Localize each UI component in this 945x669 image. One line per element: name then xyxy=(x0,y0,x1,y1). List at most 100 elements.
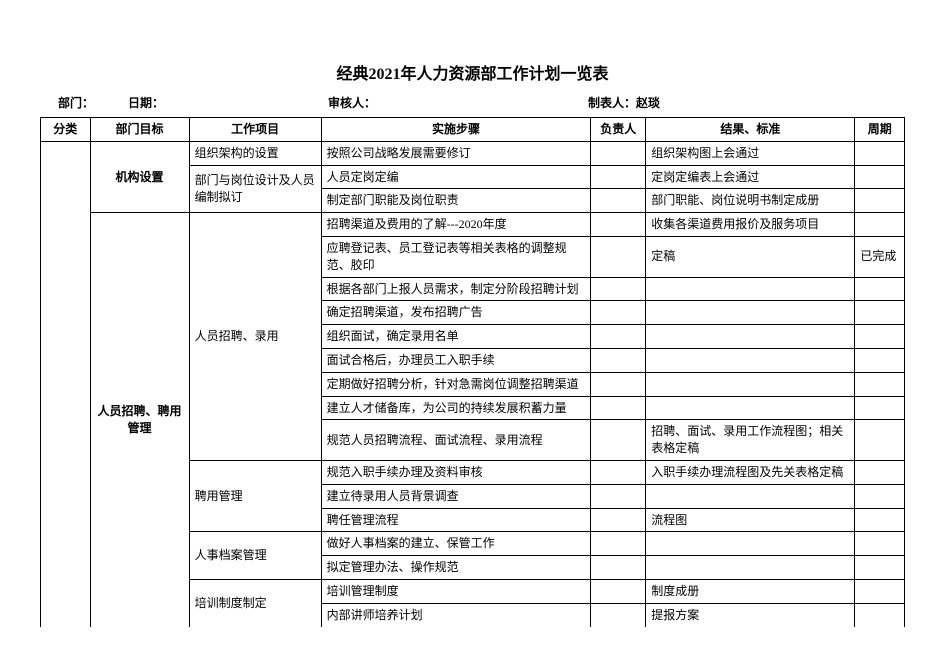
maker-label: 制表人：赵琰 xyxy=(588,94,905,111)
step-cell: 按照公司战略发展需要修订 xyxy=(321,141,591,165)
result-cell: 流程图 xyxy=(646,508,855,532)
step-cell: 拟定管理办法、操作规范 xyxy=(321,556,591,580)
owner-cell xyxy=(591,189,646,213)
step-cell: 规范人员招聘流程、面试流程、录用流程 xyxy=(321,420,591,461)
result-cell: 定稿 xyxy=(646,236,855,277)
cycle-cell xyxy=(855,372,905,396)
step-cell: 组织面试，确定录用名单 xyxy=(321,325,591,349)
owner-cell xyxy=(591,325,646,349)
result-cell: 组织架构图上会通过 xyxy=(646,141,855,165)
date-label: 日期： xyxy=(128,94,328,111)
dept-label: 部门： xyxy=(58,94,128,111)
header-row: 分类 部门目标 工作项目 实施步骤 负责人 结果、标准 周期 xyxy=(41,118,905,142)
result-cell: 定岗定编表上会通过 xyxy=(646,165,855,189)
step-cell: 应聘登记表、员工登记表等相关表格的调整规范、胶印 xyxy=(321,236,591,277)
owner-cell xyxy=(591,603,646,626)
owner-cell xyxy=(591,396,646,420)
step-cell: 人员定岗定编 xyxy=(321,165,591,189)
result-cell xyxy=(646,325,855,349)
col-owner: 负责人 xyxy=(591,118,646,142)
owner-cell xyxy=(591,556,646,580)
step-cell: 根据各部门上报人员需求，制定分阶段招聘计划 xyxy=(321,277,591,301)
owner-cell xyxy=(591,236,646,277)
result-cell xyxy=(646,372,855,396)
cycle-cell xyxy=(855,165,905,189)
project-cell: 部门与岗位设计及人员编制拟订 xyxy=(189,165,321,213)
project-cell: 组织架构的设置 xyxy=(189,141,321,165)
result-cell: 入职手续办理流程图及先关表格定稿 xyxy=(646,460,855,484)
reviewer-label: 审核人： xyxy=(328,94,588,111)
goal-cell: 人员招聘、聘用管理 xyxy=(90,213,189,627)
step-cell: 聘任管理流程 xyxy=(321,508,591,532)
document-page: 经典2021年人力资源部工作计划一览表 部门： 日期： 审核人： 制表人：赵琰 … xyxy=(0,0,945,669)
step-cell: 规范入职手续办理及资料审核 xyxy=(321,460,591,484)
owner-cell xyxy=(591,420,646,461)
result-cell xyxy=(646,396,855,420)
cycle-cell xyxy=(855,277,905,301)
cycle-cell xyxy=(855,213,905,237)
result-cell xyxy=(646,556,855,580)
step-cell: 招聘渠道及费用的了解---2020年度 xyxy=(321,213,591,237)
result-cell: 招聘、面试、录用工作流程图；相关表格定稿 xyxy=(646,420,855,461)
owner-cell xyxy=(591,484,646,508)
owner-cell xyxy=(591,579,646,603)
result-cell: 收集各渠道费用报价及服务项目 xyxy=(646,213,855,237)
col-project: 工作项目 xyxy=(189,118,321,142)
step-cell: 确定招聘渠道，发布招聘广告 xyxy=(321,301,591,325)
cycle-cell: 已完成 xyxy=(855,236,905,277)
document-title: 经典2021年人力资源部工作计划一览表 xyxy=(40,60,905,84)
step-cell: 建立人才储备库，为公司的持续发展积蓄力量 xyxy=(321,396,591,420)
result-cell xyxy=(646,348,855,372)
cycle-cell xyxy=(855,189,905,213)
project-cell: 人事档案管理 xyxy=(189,532,321,580)
owner-cell xyxy=(591,213,646,237)
owner-cell xyxy=(591,460,646,484)
cycle-cell xyxy=(855,420,905,461)
result-cell xyxy=(646,532,855,556)
maker-name: 赵琰 xyxy=(636,96,660,110)
plan-table: 分类 部门目标 工作项目 实施步骤 负责人 结果、标准 周期 机构设置 组织架构… xyxy=(40,117,905,627)
step-cell: 内部讲师培养计划 xyxy=(321,603,591,626)
cycle-cell xyxy=(855,603,905,626)
project-cell: 人员招聘、录用 xyxy=(189,213,321,461)
col-cycle: 周期 xyxy=(855,118,905,142)
cycle-cell xyxy=(855,508,905,532)
result-cell: 提报方案 xyxy=(646,603,855,626)
owner-cell xyxy=(591,372,646,396)
step-cell: 定期做好招聘分析，针对急需岗位调整招聘渠道 xyxy=(321,372,591,396)
project-cell: 培训制度制定 xyxy=(189,579,321,626)
owner-cell xyxy=(591,141,646,165)
owner-cell xyxy=(591,165,646,189)
result-cell xyxy=(646,484,855,508)
result-cell: 制度成册 xyxy=(646,579,855,603)
cycle-cell xyxy=(855,460,905,484)
step-cell: 制定部门职能及岗位职责 xyxy=(321,189,591,213)
cycle-cell xyxy=(855,348,905,372)
cycle-cell xyxy=(855,484,905,508)
meta-row: 部门： 日期： 审核人： 制表人：赵琰 xyxy=(40,94,905,111)
owner-cell xyxy=(591,508,646,532)
cycle-cell xyxy=(855,396,905,420)
category-cell xyxy=(41,141,91,626)
project-cell: 聘用管理 xyxy=(189,460,321,531)
result-cell: 部门职能、岗位说明书制定成册 xyxy=(646,189,855,213)
goal-cell: 机构设置 xyxy=(90,141,189,212)
step-cell: 建立待录用人员背景调查 xyxy=(321,484,591,508)
col-steps: 实施步骤 xyxy=(321,118,591,142)
maker-label-text: 制表人： xyxy=(588,96,636,110)
result-cell xyxy=(646,301,855,325)
cycle-cell xyxy=(855,579,905,603)
owner-cell xyxy=(591,301,646,325)
owner-cell xyxy=(591,348,646,372)
table-row: 机构设置 组织架构的设置 按照公司战略发展需要修订 组织架构图上会通过 xyxy=(41,141,905,165)
col-result: 结果、标准 xyxy=(646,118,855,142)
col-category: 分类 xyxy=(41,118,91,142)
col-goal: 部门目标 xyxy=(90,118,189,142)
table-row: 人员招聘、聘用管理 人员招聘、录用 招聘渠道及费用的了解---2020年度 收集… xyxy=(41,213,905,237)
owner-cell xyxy=(591,532,646,556)
step-cell: 面试合格后，办理员工入职手续 xyxy=(321,348,591,372)
cycle-cell xyxy=(855,141,905,165)
cycle-cell xyxy=(855,301,905,325)
step-cell: 做好人事档案的建立、保管工作 xyxy=(321,532,591,556)
cycle-cell xyxy=(855,532,905,556)
